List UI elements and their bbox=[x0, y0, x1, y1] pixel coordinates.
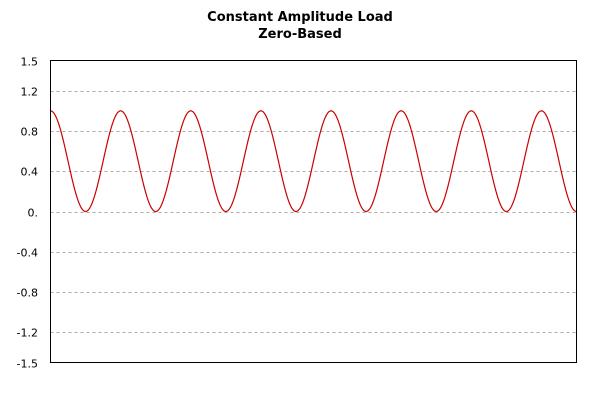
y-tick-label: 1.5 bbox=[21, 56, 39, 69]
y-tick-label: 0.4 bbox=[21, 166, 39, 179]
series-layer bbox=[50, 110, 577, 213]
y-tick-label: -0.8 bbox=[17, 287, 38, 300]
y-tick-label: -1.5 bbox=[17, 358, 38, 371]
grid-layer bbox=[50, 91, 577, 333]
series-line bbox=[50, 110, 577, 213]
y-axis: 1.5 1.2 0.8 0.4 0. -0.4 -0.8 -1.2 -1.5 bbox=[17, 56, 38, 371]
plot-frame bbox=[50, 60, 577, 363]
y-tick-label: -0.4 bbox=[17, 247, 38, 260]
y-tick-label: -1.2 bbox=[17, 327, 38, 340]
chart-subtitle: Zero-Based bbox=[258, 27, 342, 42]
y-tick-label: 1.2 bbox=[21, 86, 39, 99]
y-tick-label: 0. bbox=[28, 207, 39, 220]
chart-title: Constant Amplitude Load bbox=[207, 10, 393, 25]
y-tick-label: 0.8 bbox=[21, 126, 39, 139]
